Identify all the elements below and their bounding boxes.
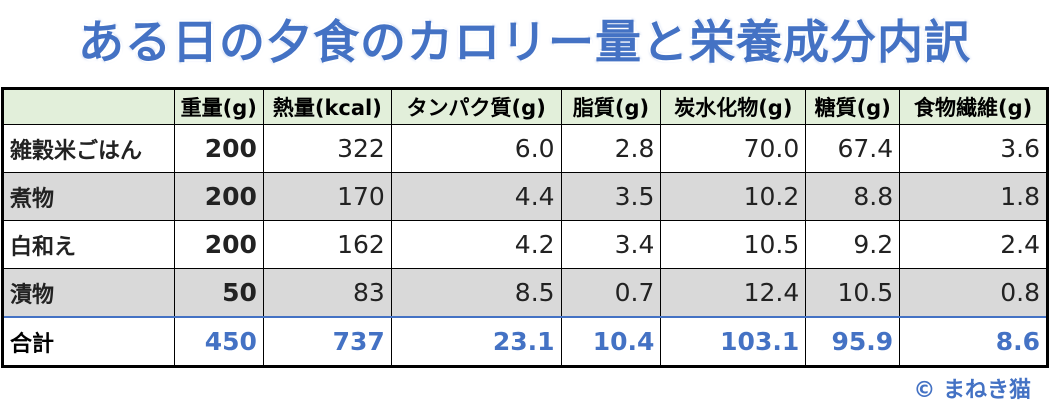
cell: 1.8 — [899, 172, 1048, 221]
cell: 12.4 — [660, 268, 807, 318]
title: ある日の夕食のカロリー量と栄養成分内訳 — [78, 15, 971, 69]
header-cell: 炭水化物(g) — [660, 88, 807, 125]
row-label: 合計 — [2, 316, 175, 367]
cell: 2.4 — [899, 220, 1048, 269]
cell: 4.2 — [390, 220, 562, 269]
total-cell: 737 — [262, 316, 392, 367]
data-row: 漬物 50 83 8.5 0.7 12.4 10.5 0.8 — [2, 268, 1048, 318]
cell: 3.5 — [560, 172, 662, 221]
total-cell: 450 — [173, 316, 264, 367]
cell: 10.5 — [660, 220, 807, 269]
header-cell: 食物繊維(g) — [899, 88, 1048, 125]
total-cell: 103.1 — [660, 316, 807, 367]
row-label: 雑穀米ごはん — [2, 124, 175, 173]
header-cell — [2, 88, 175, 125]
cell: 2.8 — [560, 124, 662, 173]
cell: 3.6 — [899, 124, 1048, 173]
cell: 0.7 — [560, 268, 662, 318]
header-cell: 糖質(g) — [805, 88, 901, 125]
total-cell: 23.1 — [390, 316, 562, 367]
data-row: 煮物 200 170 4.4 3.5 10.2 8.8 1.8 — [2, 172, 1048, 221]
cell: 0.8 — [899, 268, 1048, 318]
total-row: 合計 450 737 23.1 10.4 103.1 95.9 8.6 — [2, 316, 1048, 367]
data-row: 白和え 200 162 4.2 3.4 10.5 9.2 2.4 — [2, 220, 1048, 269]
cell: 200 — [173, 172, 264, 221]
total-cell: 95.9 — [805, 316, 901, 367]
cell: 200 — [173, 220, 264, 269]
header-cell: タンパク質(g) — [390, 88, 562, 125]
total-cell: 8.6 — [899, 316, 1048, 367]
cell: 70.0 — [660, 124, 807, 173]
cell: 6.0 — [390, 124, 562, 173]
cell: 10.2 — [660, 172, 807, 221]
nutrition-table: 重量(g) 熱量(kcal) タンパク質(g) 脂質(g) 炭水化物(g) 糖質(g) 食物… — [1, 87, 1049, 368]
cell: 322 — [262, 124, 392, 173]
row-label: 漬物 — [2, 268, 175, 318]
header-row: 重量(g) 熱量(kcal) タンパク質(g) 脂質(g) 炭水化物(g) 糖質(g) 食物… — [2, 88, 1048, 125]
cell: 9.2 — [805, 220, 901, 269]
header-cell: 熱量(kcal) — [262, 88, 392, 125]
cell: 50 — [173, 268, 264, 318]
total-cell: 10.4 — [560, 316, 662, 367]
row-label: 白和え — [2, 220, 175, 269]
cell: 10.5 — [805, 268, 901, 318]
header-cell: 重量(g) — [173, 88, 264, 125]
cell: 67.4 — [805, 124, 901, 173]
cell: 8.5 — [390, 268, 562, 318]
cell: 4.4 — [390, 172, 562, 221]
cell: 170 — [262, 172, 392, 221]
copyright: © まねき猫 — [913, 378, 1031, 403]
header-cell: 脂質(g) — [560, 88, 662, 125]
cell: 83 — [262, 268, 392, 318]
cell: 162 — [262, 220, 392, 269]
row-label: 煮物 — [2, 172, 175, 221]
cell: 8.8 — [805, 172, 901, 221]
data-row: 雑穀米ごはん 200 322 6.0 2.8 70.0 67.4 3.6 — [2, 124, 1048, 173]
cell: 3.4 — [560, 220, 662, 269]
cell: 200 — [173, 124, 264, 173]
